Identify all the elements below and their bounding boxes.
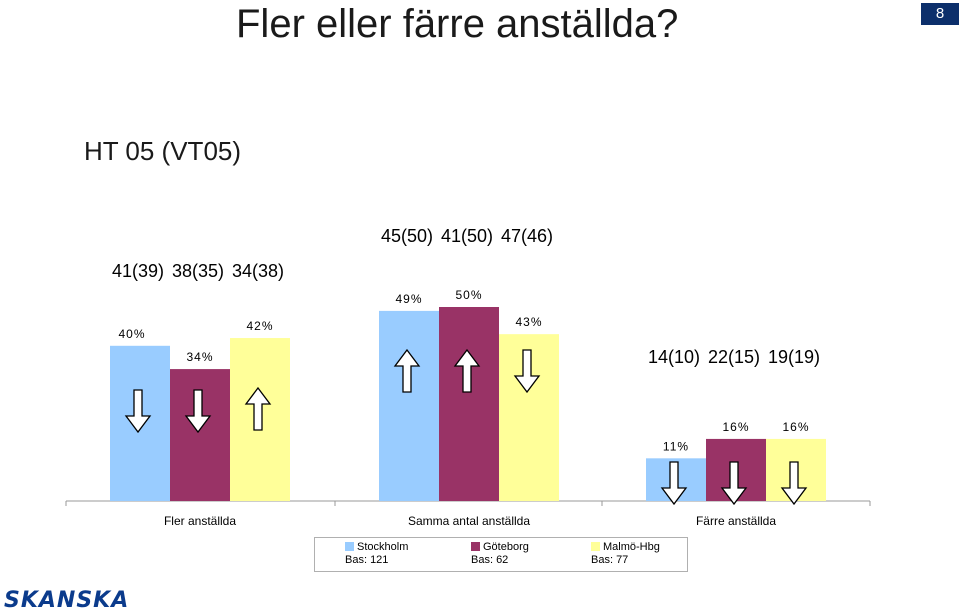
- data-label: 16%: [722, 420, 749, 434]
- legend-label: Göteborg: [483, 541, 529, 553]
- legend-item-goteborg: Göteborg Bas: 62: [471, 541, 529, 567]
- page-title: Fler eller färre anställda?: [236, 2, 679, 46]
- comparison-label: 41(50): [441, 226, 493, 246]
- page-number-badge: 8: [921, 3, 959, 25]
- legend-base: Bas: 121: [345, 554, 389, 566]
- comparison-label: 41(39): [112, 261, 164, 281]
- arrow-down-icon: [720, 461, 748, 506]
- data-label: 43%: [515, 315, 542, 329]
- legend-swatch: [345, 542, 354, 551]
- legend-label: Stockholm: [357, 541, 409, 553]
- legend-base: Bas: 62: [471, 554, 509, 566]
- comparison-label: 45(50): [381, 226, 433, 246]
- arrow-down-icon: [184, 389, 212, 434]
- chart-legend: Stockholm Bas: 121 Göteborg Bas: 62 Malm…: [314, 537, 688, 572]
- arrow-up-icon: [453, 348, 481, 393]
- arrow-down-icon: [513, 349, 541, 394]
- data-label: 40%: [118, 327, 145, 341]
- data-label: 42%: [246, 319, 273, 333]
- data-label: 50%: [455, 288, 482, 302]
- comparison-label: 22(15): [708, 347, 760, 367]
- legend-swatch: [471, 542, 480, 551]
- arrow-down-icon: [780, 461, 808, 506]
- comparison-label: 14(10): [648, 347, 700, 367]
- bar-gteborg-2: [439, 307, 499, 501]
- comparison-label: 47(46): [501, 226, 553, 246]
- data-label: 16%: [782, 420, 809, 434]
- x-tick-label: Färre anställda: [696, 514, 776, 528]
- legend-item-stockholm: Stockholm Bas: 121: [345, 541, 408, 567]
- legend-base: Bas: 77: [591, 554, 629, 566]
- legend-swatch: [591, 542, 600, 551]
- x-tick-label: Fler anställda: [164, 514, 236, 528]
- bar-stockholm-2: [379, 310, 439, 501]
- comparison-label: 38(35): [172, 261, 224, 281]
- legend-item-malmo: Malmö-Hbg Bas: 77: [591, 541, 660, 567]
- comparison-label: 19(19): [768, 347, 820, 367]
- arrow-down-icon: [660, 461, 688, 506]
- arrow-up-icon: [244, 386, 272, 431]
- skanska-logo: SKANSKA: [4, 588, 130, 613]
- data-label: 11%: [663, 439, 689, 453]
- data-label: 49%: [395, 292, 422, 306]
- comparison-label: 34(38): [232, 261, 284, 281]
- x-tick-label: Samma antal anställda: [408, 514, 530, 528]
- legend-label: Malmö-Hbg: [603, 541, 660, 553]
- arrow-up-icon: [393, 348, 421, 393]
- arrow-down-icon: [124, 389, 152, 434]
- chart-subtitle: HT 05 (VT05): [84, 136, 242, 166]
- bar-gteborg-1: [170, 369, 230, 501]
- data-label: 34%: [186, 350, 213, 364]
